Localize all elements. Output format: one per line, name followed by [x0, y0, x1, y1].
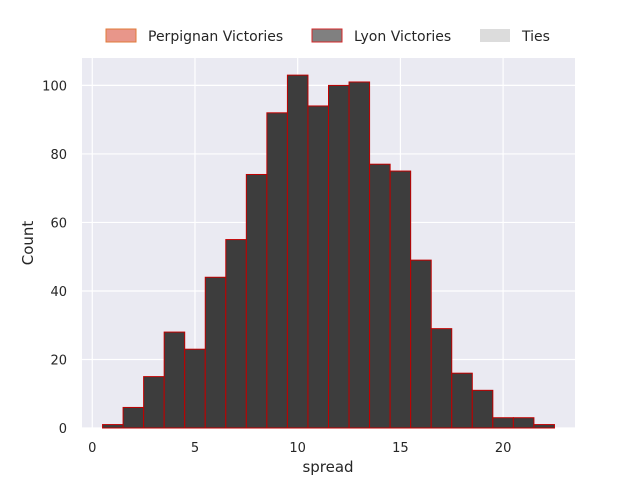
x-tick-label: 5	[191, 441, 199, 456]
x-tick-label: 15	[392, 441, 409, 456]
bar-spread-13	[348, 81, 371, 429]
bar-spread-5	[184, 348, 206, 429]
x-tick-label: 0	[88, 441, 96, 456]
bar-spread-8	[245, 173, 268, 429]
bar-spread-16	[410, 259, 432, 429]
bar-spread-11	[307, 105, 330, 429]
legend-swatch-perpignan	[105, 28, 137, 43]
bar-spread-15	[389, 170, 412, 429]
bar-spread-10	[286, 74, 309, 429]
bars-group	[102, 74, 555, 429]
bar-spread-9	[266, 112, 288, 429]
y-tick-label: 40	[50, 285, 67, 300]
bar-spread-14	[369, 163, 391, 429]
y-tick-label: 20	[50, 353, 67, 368]
legend-swatch-ties	[480, 29, 510, 42]
y-tick-label: 0	[59, 422, 67, 437]
legend-swatch-lyon	[311, 28, 343, 43]
legend: Perpignan Victories Lyon Victories Ties	[105, 28, 550, 45]
bar-spread-6	[204, 276, 227, 429]
bar-spread-17	[430, 328, 453, 429]
legend-label-lyon: Lyon Victories	[354, 29, 451, 45]
bar-spread-20	[492, 417, 514, 429]
bar-spread-2	[122, 406, 145, 429]
bar-spread-7	[225, 239, 247, 429]
y-tick-label: 80	[50, 148, 67, 163]
y-tick-labels: 0 20 40 60 80 100	[42, 79, 67, 437]
x-tick-label: 10	[289, 441, 306, 456]
y-tick-label: 100	[42, 79, 67, 94]
x-axis-label: spread	[302, 458, 353, 476]
x-tick-label: 20	[495, 441, 512, 456]
legend-label-ties: Ties	[521, 29, 550, 45]
bar-spread-18	[451, 372, 473, 429]
y-tick-label: 60	[50, 216, 67, 231]
bar-spread-4	[163, 331, 186, 429]
bar-spread-1	[102, 424, 124, 429]
x-tick-labels: 0 5 10 15 20	[88, 441, 511, 456]
bar-spread-3	[143, 376, 165, 429]
y-axis-label: Count	[19, 221, 37, 266]
bar-spread-22	[533, 424, 555, 429]
bar-spread-12	[328, 84, 350, 429]
legend-label-perpignan: Perpignan Victories	[148, 29, 283, 45]
bar-spread-19	[471, 389, 494, 429]
bar-spread-21	[512, 417, 535, 429]
